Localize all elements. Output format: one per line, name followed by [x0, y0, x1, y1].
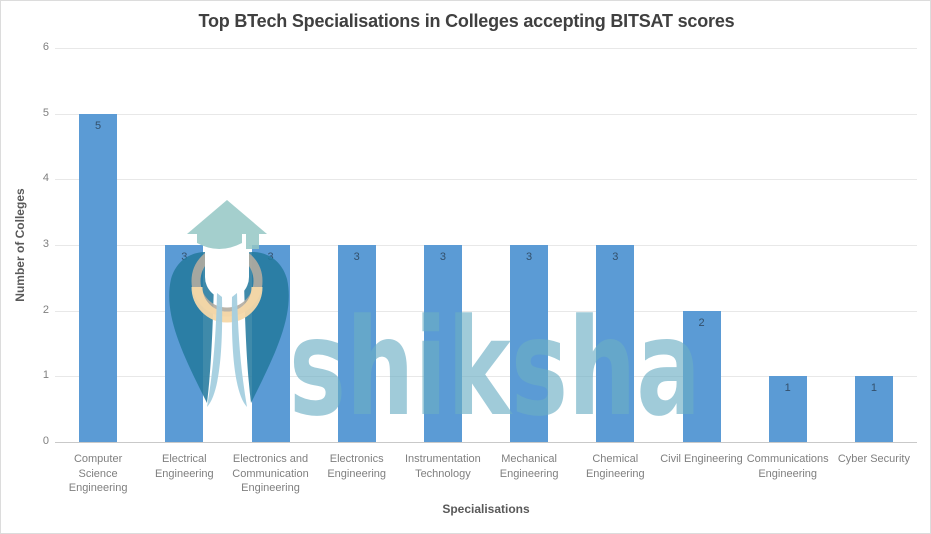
- gridline: [55, 113, 917, 115]
- y-tick-label: 6: [42, 41, 49, 53]
- bar-value-label: 3: [612, 251, 619, 263]
- category-label: Electronics Engineering: [327, 453, 387, 480]
- bar-value-label: 1: [870, 382, 877, 395]
- y-tick-label: 5: [42, 106, 49, 119]
- bar-0: 5: [79, 113, 118, 442]
- category-label: Cyber Security: [837, 453, 910, 465]
- bar-value-label: 3: [181, 251, 188, 263]
- category-label: Chemical Engineering: [585, 453, 645, 480]
- bar-value-label: 5: [95, 119, 102, 132]
- bar-value-label: 3: [267, 251, 274, 263]
- bar-9: 1: [854, 376, 893, 442]
- plot-area: 5 3 3 3 3 3 3 2 1 1: [55, 48, 917, 443]
- bar-5: 3: [510, 245, 549, 442]
- bar-value-label: 2: [698, 316, 705, 329]
- y-tick-label: 0: [42, 435, 49, 447]
- bar-8: 1: [768, 376, 807, 442]
- bar-7: 2: [682, 310, 721, 442]
- category-label: Instrumentation Technology: [404, 453, 481, 480]
- category-label: Civil Engineering: [660, 453, 743, 465]
- gridline: [55, 48, 917, 49]
- y-tick-label: 4: [42, 172, 49, 185]
- bar-4: 3: [423, 245, 462, 442]
- y-tick-label: 2: [42, 303, 49, 316]
- category-label: Communications Engineering: [746, 453, 829, 480]
- x-axis-title: Specialisations: [442, 502, 530, 516]
- category-label: Computer Science Engineering: [68, 453, 128, 494]
- category-label: Mechanical Engineering: [499, 453, 559, 480]
- bar-1: 3: [165, 245, 204, 442]
- gridline: [55, 376, 917, 378]
- bar-value-label: 1: [784, 382, 791, 395]
- bar-value-label: 3: [439, 251, 446, 263]
- bar-value-label: 3: [353, 251, 360, 263]
- category-label: Electronics and Communication Engineerin…: [232, 453, 309, 494]
- gridline: [55, 245, 917, 246]
- y-tick-label: 1: [42, 369, 49, 382]
- bar-2: 3: [251, 245, 290, 442]
- bar-value-label: 3: [526, 251, 533, 263]
- y-tick-label: 3: [42, 238, 49, 250]
- bar-3: 3: [337, 245, 376, 442]
- gridline: [55, 179, 917, 181]
- gridline: [55, 310, 917, 312]
- x-axis-line: [55, 442, 917, 443]
- category-label: Electrical Engineering: [154, 453, 214, 480]
- chart-title: Top BTech Specialisations in Colleges ac…: [198, 11, 735, 31]
- bar-6: 3: [596, 245, 635, 442]
